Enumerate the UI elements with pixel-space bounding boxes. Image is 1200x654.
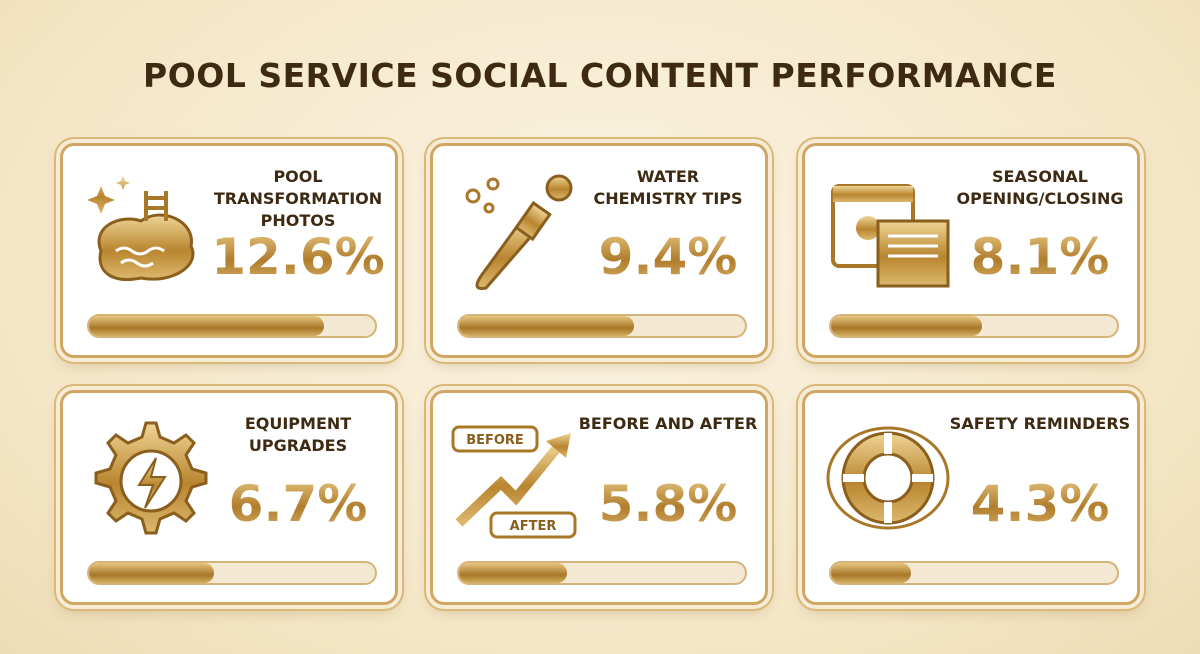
- progress-track: [87, 314, 377, 338]
- card: POOL TRANSFORMATION PHOTOS 12.6%: [60, 143, 398, 358]
- progress-bar: [89, 563, 214, 583]
- card: EQUIPMENT UPGRADES 6.7%: [60, 390, 398, 605]
- card: BEFORE AFTER BEFORE AND AFTER 5.8%: [430, 390, 768, 605]
- icon: BEFORE AFTER: [451, 425, 577, 539]
- progress-track: [457, 561, 747, 585]
- progress-track: [87, 561, 377, 585]
- category-label: EQUIPMENT UPGRADES: [244, 414, 352, 455]
- value-label: 9.4%: [573, 228, 763, 286]
- progress-bar: [89, 316, 324, 336]
- icon: [831, 184, 950, 288]
- progress-track: [829, 314, 1119, 338]
- category-label: BEFORE AND AFTER: [578, 414, 758, 433]
- category-label: SAFETY REMINDERS: [949, 414, 1131, 433]
- progress-bar: [459, 563, 567, 583]
- progress-bar: [831, 563, 912, 583]
- card: WATER CHEMISTRY TIPS 9.4%: [430, 143, 768, 358]
- icon-label: AFTER: [510, 519, 557, 534]
- value-label: 4.3%: [945, 475, 1135, 533]
- card: SEASONAL OPENING/CLOSING 8.1%: [802, 143, 1140, 358]
- value-label: 8.1%: [945, 228, 1135, 286]
- progress-track: [457, 314, 747, 338]
- category-label: WATER CHEMISTRY TIPS: [593, 167, 743, 208]
- value-label: 6.7%: [203, 475, 393, 533]
- icon: [94, 421, 208, 535]
- card: SAFETY REMINDERS 4.3%: [802, 390, 1140, 605]
- icon: [826, 426, 950, 530]
- progress-bar: [459, 316, 634, 336]
- value-label: 5.8%: [573, 475, 763, 533]
- icon: [87, 176, 195, 281]
- category-label: SEASONAL OPENING/CLOSING: [956, 167, 1124, 208]
- icon-label: BEFORE: [466, 433, 524, 448]
- category-label: POOL TRANSFORMATION PHOTOS: [213, 167, 383, 230]
- progress-bar: [831, 316, 982, 336]
- chart-title: POOL SERVICE SOCIAL CONTENT PERFORMANCE: [143, 56, 1057, 95]
- icon: [465, 174, 573, 290]
- progress-track: [829, 561, 1119, 585]
- value-label: 12.6%: [203, 228, 393, 286]
